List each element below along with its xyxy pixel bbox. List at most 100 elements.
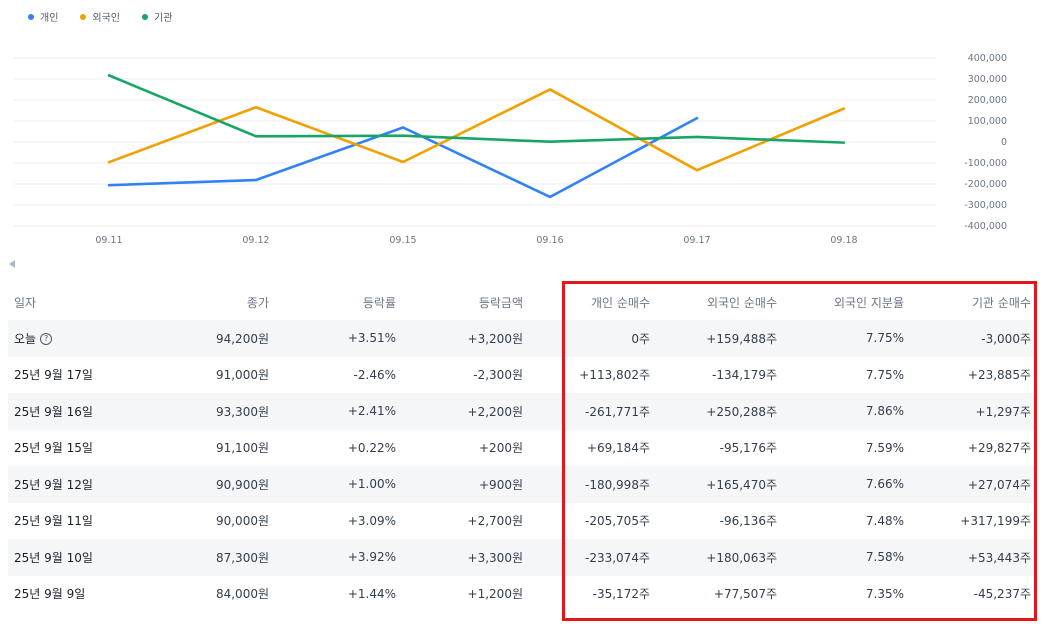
cell-date-text: 25년 9월 12일 xyxy=(14,477,93,492)
table-row[interactable]: 25년 9월 16일 93,300원 +2.41% +2,200원 -261,771주 +… xyxy=(8,393,1037,430)
cell-foreign-ratio-text: 7.75% xyxy=(865,331,904,346)
cell-institution-net: +27,074주 xyxy=(910,466,1037,503)
table-row[interactable]: 25년 9월 12일 90,900원 +1.00% +900원 -180,998주 +16… xyxy=(8,466,1037,503)
cell-foreign-ratio: 7.75% xyxy=(783,357,910,394)
cell-institution-net-text: -3,000주 xyxy=(981,331,1031,346)
cell-institution-net: -3,000주 xyxy=(910,320,1037,357)
cell-date: 오늘? xyxy=(8,320,128,357)
header-change-amount[interactable]: 등락금액 xyxy=(478,295,523,310)
table-header-row: 일자 종가 등락률 등락금액 개인 순매수 외국인 순매수 외국인 지분율 기관… xyxy=(8,284,1037,320)
cell-foreign-net: -95,176주 xyxy=(656,430,783,467)
header-date[interactable]: 일자 xyxy=(14,295,37,310)
help-icon[interactable]: ? xyxy=(40,333,53,346)
legend-item[interactable]: 외국인 xyxy=(80,9,120,24)
legend-label: 외국인 xyxy=(92,13,121,24)
cell-individual-net: -233,074주 xyxy=(529,539,656,576)
header-foreign-ratio[interactable]: 외국인 지분율 xyxy=(833,295,904,310)
cell-individual-net: -180,998주 xyxy=(529,466,656,503)
cell-individual-net: -205,705주 xyxy=(529,503,656,540)
cell-foreign-ratio-text: 7.58% xyxy=(865,550,904,565)
header-close[interactable]: 종가 xyxy=(246,295,269,310)
cell-foreign-ratio: 7.66% xyxy=(783,466,910,503)
cell-individual-net-text: -35,172주 xyxy=(592,587,650,602)
table-row[interactable]: 25년 9월 17일 91,000원 -2.46% -2,300원 +113,802주 -… xyxy=(8,357,1037,394)
cell-institution-net-text: +1,297주 xyxy=(975,404,1031,419)
header-institution-net[interactable]: 기관 순매수 xyxy=(971,295,1031,310)
cell-change-amount-text: +2,200원 xyxy=(467,404,523,419)
cell-foreign-net: +250,288주 xyxy=(656,393,783,430)
legend-label: 개인 xyxy=(40,13,59,24)
cell-change-amount: +1,200원 xyxy=(402,576,529,613)
x-tick-label: 09.12 xyxy=(242,235,269,246)
header-foreign-net[interactable]: 외국인 순매수 xyxy=(706,295,777,310)
legend-item[interactable]: 개인 xyxy=(28,9,58,24)
cell-change-amount: -2,300원 xyxy=(402,357,529,394)
cell-change-amount-text: +200원 xyxy=(479,441,523,456)
cell-date: 25년 9월 10일 xyxy=(8,539,128,576)
cell-institution-net: +317,199주 xyxy=(910,503,1037,540)
cell-individual-net-text: -233,074주 xyxy=(585,550,650,565)
cell-close: 91,000원 xyxy=(128,357,275,394)
cell-foreign-ratio-text: 7.66% xyxy=(865,477,904,492)
cell-foreign-ratio-text: 7.48% xyxy=(865,513,904,528)
y-tick-label: -400,000 xyxy=(964,221,1007,232)
cell-individual-net-text: +69,184주 xyxy=(586,441,650,456)
cell-individual-net: -261,771주 xyxy=(529,393,656,430)
cell-foreign-ratio-text: 7.75% xyxy=(865,367,904,382)
cell-foreign-net: +165,470주 xyxy=(656,466,783,503)
cell-close: 94,200원 xyxy=(128,320,275,357)
cell-date: 25년 9월 17일 xyxy=(8,357,128,394)
cell-foreign-net-text: +180,063주 xyxy=(706,550,777,565)
cell-individual-net-text: -261,771주 xyxy=(585,404,650,419)
cell-change-rate: +1.00% xyxy=(275,466,402,503)
cell-change-amount: +3,300원 xyxy=(402,539,529,576)
cell-date-text: 25년 9월 11일 xyxy=(14,514,93,529)
cell-close-text: 87,300원 xyxy=(215,550,269,565)
table-row[interactable]: 25년 9월 11일 90,000원 +3.09% +2,700원 -205,705주 -… xyxy=(8,503,1037,540)
cell-change-rate-text: +1.00% xyxy=(347,477,396,492)
header-change-rate[interactable]: 등락률 xyxy=(362,295,396,310)
cell-close-text: 93,300원 xyxy=(215,404,269,419)
cell-foreign-net: +77,507주 xyxy=(656,576,783,613)
cell-close-text: 94,200원 xyxy=(215,331,269,346)
table-row[interactable]: 25년 9월 9일 84,000원 +1.44% +1,200원 -35,172주 +77… xyxy=(8,576,1037,613)
cell-change-rate: +3.92% xyxy=(275,539,402,576)
header-individual-net[interactable]: 개인 순매수 xyxy=(590,295,650,310)
cell-change-rate: +2.41% xyxy=(275,393,402,430)
y-tick-label: 400,000 xyxy=(968,53,1007,64)
cell-institution-net: +29,827주 xyxy=(910,430,1037,467)
cell-foreign-ratio: 7.35% xyxy=(783,576,910,613)
line-chart: 400,000 300,000 200,000 100,000 0 -100,000 -20… xyxy=(14,53,1007,246)
cell-close-text: 91,100원 xyxy=(215,441,269,456)
table-row[interactable]: 25년 9월 10일 87,300원 +3.92% +3,300원 -233,074주 +… xyxy=(8,539,1037,576)
cell-change-amount-text: -2,300원 xyxy=(473,368,523,383)
cell-change-rate-text: +1.44% xyxy=(347,586,396,601)
cell-date-text: 25년 9월 16일 xyxy=(14,404,93,419)
cell-change-amount-text: +900원 xyxy=(479,477,523,492)
cell-date-text: 25년 9월 9일 xyxy=(14,587,86,602)
cell-foreign-net-text: +250,288주 xyxy=(706,404,777,419)
cell-foreign-ratio: 7.59% xyxy=(783,430,910,467)
cell-change-amount-text: +3,300원 xyxy=(467,550,523,565)
investor-trading-table: 일자 종가 등락률 등락금액 개인 순매수 외국인 순매수 외국인 지분율 기관… xyxy=(8,284,1037,612)
cell-institution-net-text: +29,827주 xyxy=(967,441,1031,456)
legend-item[interactable]: 기관 xyxy=(142,9,172,24)
cell-close-text: 90,000원 xyxy=(215,514,269,529)
scroll-left-icon[interactable] xyxy=(9,260,15,268)
y-tick-label: 200,000 xyxy=(968,95,1007,106)
cell-date: 25년 9월 9일 xyxy=(8,576,128,613)
cell-foreign-net-text: +165,470주 xyxy=(706,477,777,492)
cell-change-amount: +3,200원 xyxy=(402,320,529,357)
table-row[interactable]: 오늘? 94,200원 +3.51% +3,200원 0주 +159,488주 7.75% -… xyxy=(8,320,1037,357)
cell-institution-net: +23,885주 xyxy=(910,357,1037,394)
y-tick-label: 300,000 xyxy=(968,74,1007,85)
cell-institution-net-text: +27,074주 xyxy=(967,477,1031,492)
cell-foreign-ratio: 7.58% xyxy=(783,539,910,576)
cell-change-rate: +1.44% xyxy=(275,576,402,613)
cell-institution-net-text: -45,237주 xyxy=(973,587,1031,602)
cell-change-rate: -2.46% xyxy=(275,357,402,394)
cell-date-text: 오늘 xyxy=(14,331,37,346)
table-row[interactable]: 25년 9월 15일 91,100원 +0.22% +200원 +69,184주 -95,… xyxy=(8,430,1037,467)
cell-date: 25년 9월 11일 xyxy=(8,503,128,540)
y-tick-label: 100,000 xyxy=(968,116,1007,127)
